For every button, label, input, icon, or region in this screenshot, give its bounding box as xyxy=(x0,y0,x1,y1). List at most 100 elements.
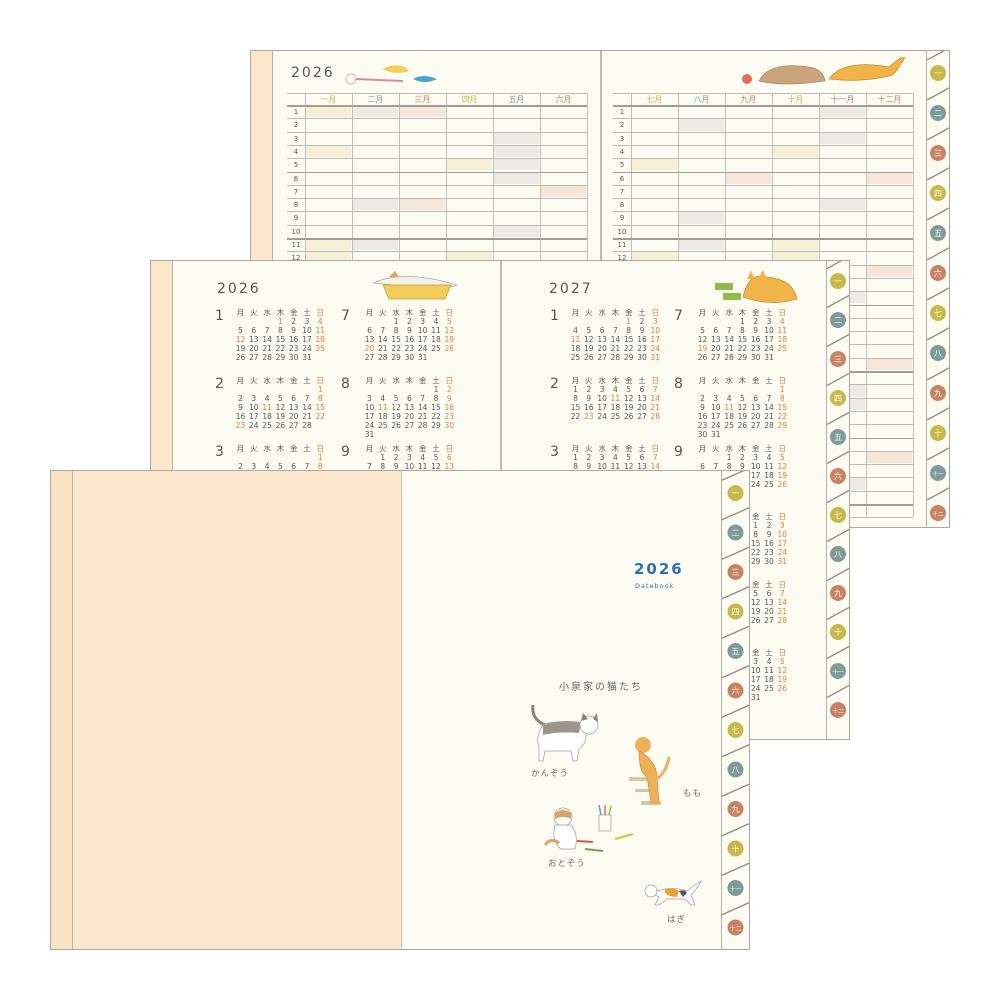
day-number: 8 xyxy=(317,462,323,471)
month-tab-8[interactable]: 八 xyxy=(827,528,849,563)
month-tab-1[interactable]: 一 xyxy=(722,471,749,501)
tab-circle-icon xyxy=(830,546,846,562)
day-number: 24 xyxy=(764,344,774,353)
month-tab-10[interactable]: 十 xyxy=(722,823,749,857)
tab-label: 八 xyxy=(732,766,740,775)
month-tab-1[interactable]: 一 xyxy=(827,261,849,289)
month-tab-6[interactable]: 六 xyxy=(722,665,749,699)
tab-separator xyxy=(722,823,749,837)
day-number: 28 xyxy=(610,353,621,362)
tab-circle-icon xyxy=(830,312,846,328)
month-tab-9[interactable]: 九 xyxy=(927,367,949,401)
month-tab-11[interactable]: 十一 xyxy=(722,862,749,896)
day-number: 2 xyxy=(586,453,592,462)
shaded-day-cell xyxy=(353,106,398,118)
tab-circle-icon xyxy=(930,425,946,441)
day-number: 27 xyxy=(637,412,647,421)
planner-month-header: 十二月 xyxy=(877,95,902,104)
month-tab-5[interactable]: 五 xyxy=(722,625,749,659)
month-tab-8[interactable]: 八 xyxy=(722,744,749,778)
tab-circle-icon xyxy=(727,603,744,620)
day-number: 24 xyxy=(750,480,761,489)
day-number: 7 xyxy=(304,462,310,471)
month-tab-3[interactable]: 三 xyxy=(827,333,849,368)
planner-day-number: 11 xyxy=(617,241,627,249)
day-number: 11 xyxy=(764,666,774,675)
month-tab-12[interactable]: 十二 xyxy=(927,487,949,521)
month-tab-12[interactable]: 十二 xyxy=(722,902,749,936)
month-tab-4[interactable]: 四 xyxy=(927,167,949,201)
month-tab-2[interactable]: 二 xyxy=(927,87,949,121)
day-number: 8 xyxy=(380,462,386,471)
weekday-label: 日 xyxy=(778,512,787,521)
day-number: 2 xyxy=(291,317,297,326)
month-tab-10[interactable]: 十 xyxy=(827,606,849,641)
month-tab-9[interactable]: 九 xyxy=(722,783,749,817)
month-tab-7[interactable]: 七 xyxy=(827,489,849,524)
day-number: 2 xyxy=(407,317,412,326)
day-number: 16 xyxy=(404,335,415,344)
day-number: 10 xyxy=(417,326,428,335)
tab-label: 十一 xyxy=(832,668,844,676)
month-tab-11[interactable]: 十一 xyxy=(927,447,949,481)
day-number: 23 xyxy=(288,344,299,353)
day-number: 25 xyxy=(764,480,774,489)
day-number: 20 xyxy=(404,412,415,421)
day-number: 31 xyxy=(711,430,721,439)
cover-subtitle: Datebook xyxy=(635,582,675,590)
month-tab-11[interactable]: 十一 xyxy=(827,645,849,680)
month-tab-9[interactable]: 九 xyxy=(827,567,849,602)
tab-label: 十 xyxy=(834,627,842,637)
month-tab-2[interactable]: 二 xyxy=(722,507,749,541)
tab-separator xyxy=(927,447,949,461)
day-number: 23 xyxy=(637,344,647,353)
month-tab-5[interactable]: 五 xyxy=(927,207,949,241)
planner-day-number: 4 xyxy=(293,147,299,156)
day-number: 12 xyxy=(275,403,286,412)
month-tab-7[interactable]: 七 xyxy=(927,287,949,321)
month-tab-2[interactable]: 二 xyxy=(827,294,849,329)
day-number: 17 xyxy=(249,412,259,421)
tab-separator xyxy=(722,744,749,758)
month-tab-4[interactable]: 四 xyxy=(722,586,749,620)
month-tab-6[interactable]: 六 xyxy=(927,247,949,281)
month-tab-4[interactable]: 四 xyxy=(827,372,849,407)
tab-circle-icon xyxy=(727,643,744,659)
day-number: 23 xyxy=(235,421,246,430)
day-number: 19 xyxy=(623,403,634,412)
day-number: 22 xyxy=(391,344,401,353)
month-tab-3[interactable]: 三 xyxy=(927,127,949,161)
weekday-label: 月 xyxy=(236,308,245,317)
planner-month-header: 四月 xyxy=(461,95,478,104)
day-number: 9 xyxy=(238,403,243,412)
month-tab-12[interactable]: 十二 xyxy=(827,684,849,719)
month-tab-1[interactable]: 一 xyxy=(927,51,949,81)
day-number: 3 xyxy=(407,453,412,462)
day-number: 26 xyxy=(697,353,708,362)
day-number: 20 xyxy=(364,344,375,353)
day-number: 10 xyxy=(777,530,788,539)
month-tab-7[interactable]: 七 xyxy=(722,704,749,738)
planner-day-number: 6 xyxy=(619,174,625,183)
day-number: 25 xyxy=(610,412,621,421)
day-number: 25 xyxy=(764,684,774,693)
tab-separator xyxy=(927,167,949,181)
weekday-label: 月 xyxy=(365,376,374,385)
day-number: 28 xyxy=(724,353,734,362)
month-tab-8[interactable]: 八 xyxy=(927,327,949,361)
day-number: 7 xyxy=(726,326,732,335)
month-tab-5[interactable]: 五 xyxy=(827,411,849,446)
weekday-label: 土 xyxy=(765,376,773,385)
month-tab-10[interactable]: 十 xyxy=(927,407,949,441)
month-tab-3[interactable]: 三 xyxy=(722,546,749,580)
tab-circle-icon xyxy=(830,468,846,484)
day-number: 12 xyxy=(737,403,748,412)
day-number: 1 xyxy=(278,317,283,326)
day-number: 31 xyxy=(764,353,774,362)
month-tab-6[interactable]: 六 xyxy=(827,450,849,485)
tab-label: 七 xyxy=(934,309,942,318)
grid-line xyxy=(287,184,587,186)
weekday-label: 金 xyxy=(289,444,298,453)
shaded-day-cell xyxy=(306,252,351,264)
weekday-label: 水 xyxy=(598,444,606,453)
